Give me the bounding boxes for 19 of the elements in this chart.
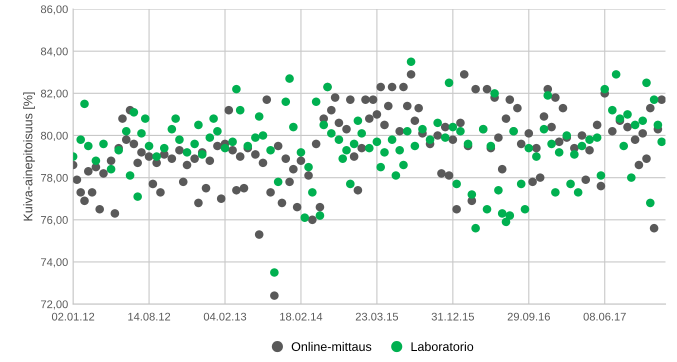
y-tick-label: 74,00 xyxy=(41,258,68,268)
y-tick-label: 78,00 xyxy=(41,174,68,184)
y-tick-label: 76,00 xyxy=(41,216,68,226)
y-tick-label: 82,00 xyxy=(40,90,68,99)
legend-label: Laboratorio xyxy=(412,342,474,352)
x-tick-label: 14.08.12 xyxy=(128,312,170,321)
x-tick-label: 04.02.13 xyxy=(204,312,246,321)
x-tick-label: 08.06.17 xyxy=(584,312,626,321)
legend-label: Online-mittaus xyxy=(292,342,372,352)
y-tick-label: 84,00 xyxy=(40,47,68,57)
x-tick-label: 29.09.16 xyxy=(508,312,550,321)
x-tick-label: 23.03.15 xyxy=(356,312,398,321)
y-axis-title: Kuiva-ainepitoisuus [%] xyxy=(23,92,35,220)
x-tick-label: 18.02.14 xyxy=(280,312,322,321)
y-tick-label: 86,00 xyxy=(40,5,68,14)
x-tick-label: 31.12.15 xyxy=(432,312,474,321)
y-tick-label: 80,00 xyxy=(40,132,68,141)
x-tick-label: 02.01.12 xyxy=(52,312,94,321)
y-tick-label: 72,00 xyxy=(41,300,68,310)
